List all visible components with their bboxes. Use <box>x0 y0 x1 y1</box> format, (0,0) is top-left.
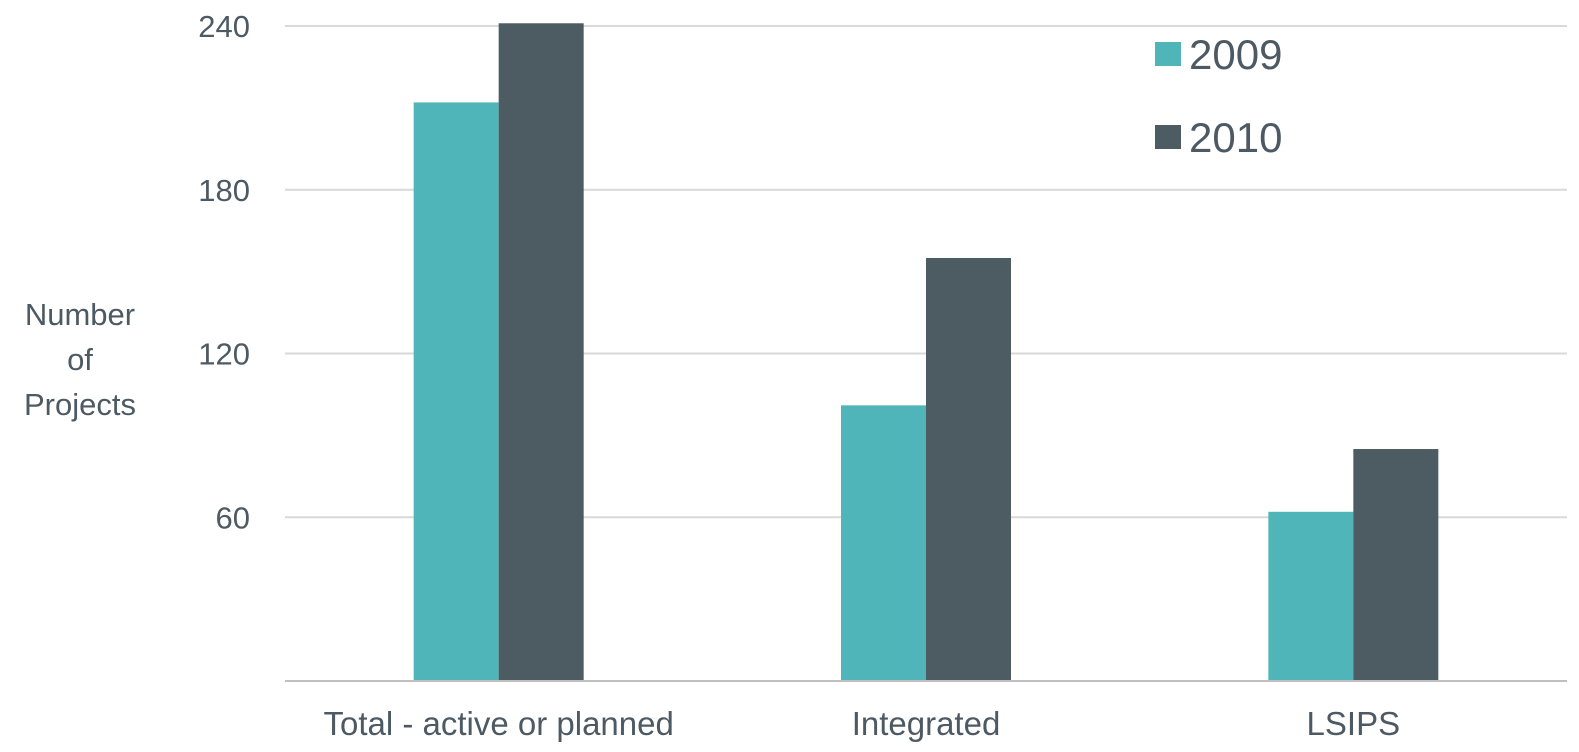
x-category-label: Integrated <box>852 705 1001 742</box>
legend-swatch-2010 <box>1155 125 1181 149</box>
y-axis-label-line-2: of <box>67 342 93 377</box>
bars <box>413 23 1439 682</box>
bar-2009-2 <box>1268 511 1354 681</box>
legend-label-2010: 2010 <box>1189 114 1282 161</box>
y-tick-label: 240 <box>198 9 250 44</box>
y-tick-label: 60 <box>216 500 250 535</box>
legend: 2009 2010 <box>1155 31 1282 161</box>
bar-2009-0 <box>413 102 499 681</box>
y-tick-label: 180 <box>198 173 250 208</box>
y-axis-label-line-3: Projects <box>24 387 136 422</box>
y-axis-label-line-1: Number <box>25 297 135 332</box>
axes: 60 120 180 240 Total - active or planned Inte… <box>198 9 1567 742</box>
x-category-label: Total - active or planned <box>323 705 673 742</box>
bar-2010-1 <box>926 257 1011 681</box>
legend-label-2009: 2009 <box>1189 31 1282 78</box>
legend-swatch-2009 <box>1155 42 1181 66</box>
x-category-label: LSIPS <box>1307 705 1401 742</box>
bar-2010-0 <box>498 23 584 682</box>
bar-2009-1 <box>841 405 926 681</box>
bar-2010-2 <box>1353 449 1439 681</box>
y-tick-label: 120 <box>198 337 250 372</box>
